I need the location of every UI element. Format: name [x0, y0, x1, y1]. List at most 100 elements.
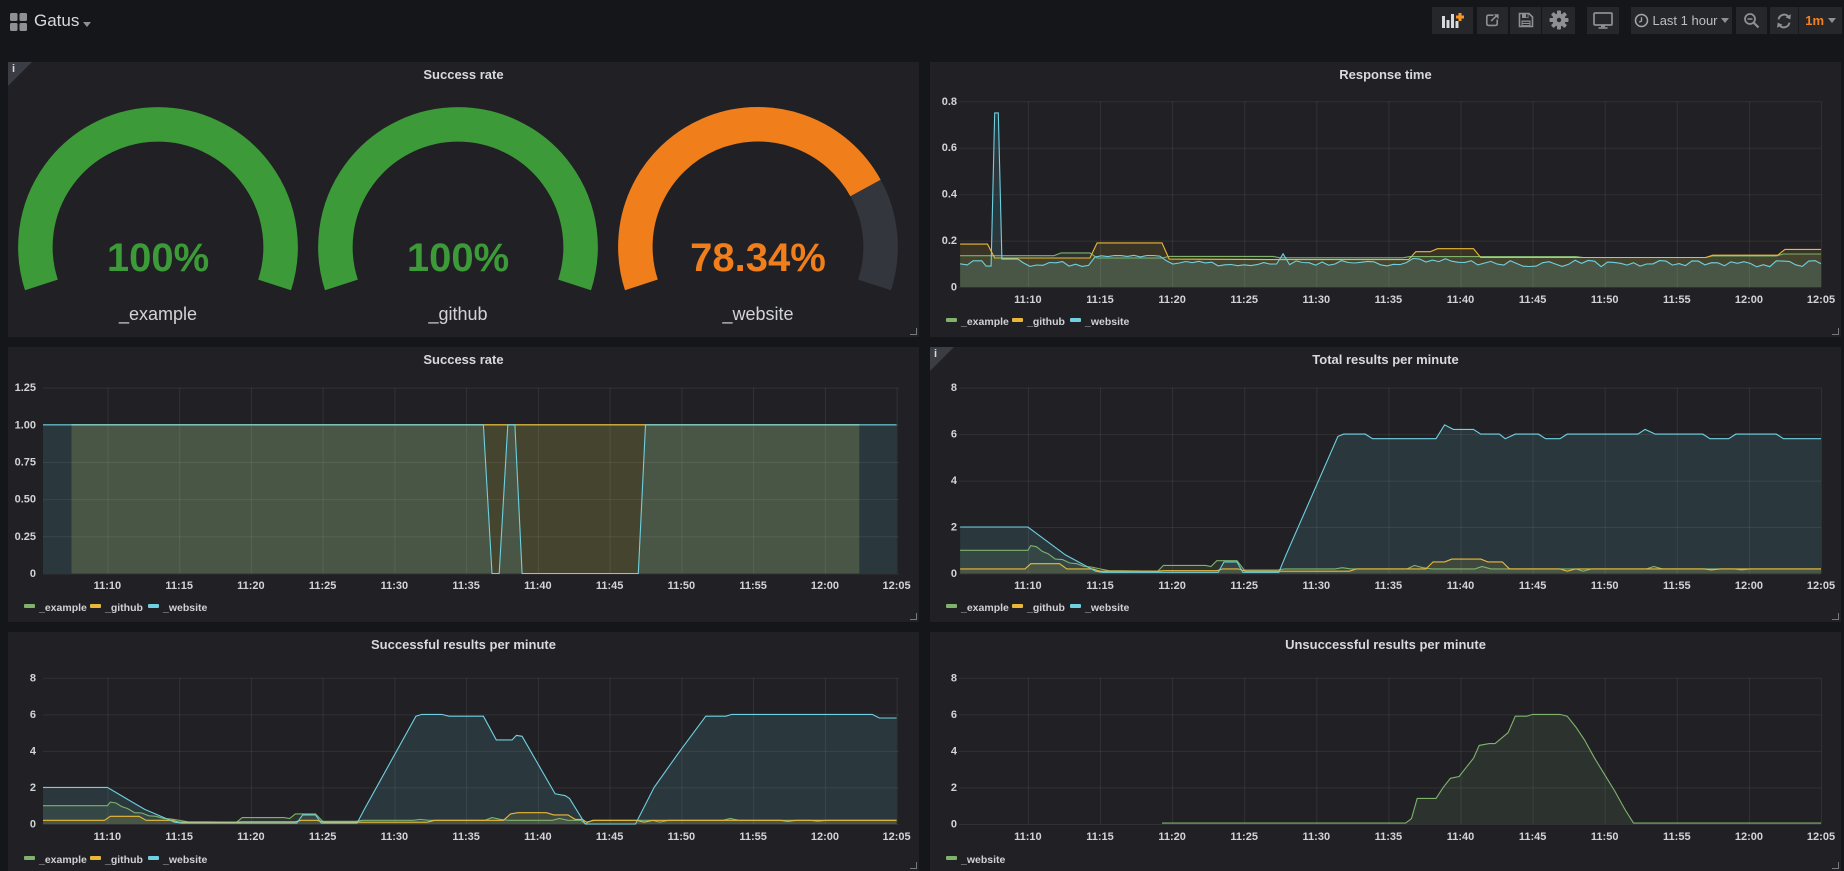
svg-text:11:55: 11:55 [739, 831, 767, 843]
svg-text:11:20: 11:20 [1158, 580, 1186, 592]
svg-text:11:15: 11:15 [1086, 294, 1114, 306]
svg-text:4: 4 [951, 745, 958, 757]
svg-text:78.34%: 78.34% [690, 236, 826, 280]
svg-text:12:05: 12:05 [1807, 831, 1835, 843]
svg-text:11:25: 11:25 [1230, 294, 1258, 306]
svg-text:11:30: 11:30 [1303, 580, 1331, 592]
svg-text:4: 4 [951, 475, 958, 487]
svg-text:2: 2 [951, 782, 957, 794]
svg-text:0.4: 0.4 [942, 189, 958, 201]
svg-text:0.50: 0.50 [15, 494, 36, 506]
svg-text:11:35: 11:35 [1375, 580, 1403, 592]
svg-text:2: 2 [30, 782, 36, 794]
svg-text:1.00: 1.00 [15, 419, 36, 431]
svg-text:_example: _example [38, 602, 87, 614]
svg-text:11:20: 11:20 [237, 831, 265, 843]
svg-text:11:50: 11:50 [668, 831, 696, 843]
svg-text:11:40: 11:40 [1447, 580, 1475, 592]
svg-text:2: 2 [951, 522, 957, 534]
svg-text:8: 8 [951, 672, 957, 684]
svg-text:_website: _website [1084, 602, 1130, 614]
svg-text:8: 8 [30, 672, 36, 684]
svg-text:12:05: 12:05 [883, 580, 911, 592]
svg-text:_github: _github [427, 304, 487, 325]
svg-text:0: 0 [951, 819, 957, 831]
svg-text:11:55: 11:55 [739, 580, 767, 592]
svg-text:11:20: 11:20 [1158, 831, 1186, 843]
svg-text:11:40: 11:40 [524, 831, 552, 843]
svg-text:11:35: 11:35 [1375, 831, 1403, 843]
svg-text:100%: 100% [407, 236, 509, 280]
svg-text:11:15: 11:15 [165, 580, 193, 592]
svg-text:_github: _github [104, 854, 143, 866]
svg-text:_github: _github [1026, 602, 1065, 614]
svg-text:11:15: 11:15 [1086, 580, 1114, 592]
svg-text:11:10: 11:10 [1014, 294, 1042, 306]
svg-text:12:00: 12:00 [811, 831, 839, 843]
svg-text:4: 4 [30, 745, 37, 757]
svg-text:0.2: 0.2 [942, 235, 957, 247]
svg-text:12:00: 12:00 [1735, 580, 1763, 592]
svg-text:_github: _github [104, 602, 143, 614]
svg-text:12:05: 12:05 [883, 831, 911, 843]
svg-text:12:00: 12:00 [1735, 831, 1763, 843]
svg-text:11:55: 11:55 [1663, 831, 1691, 843]
svg-text:11:35: 11:35 [452, 831, 480, 843]
svg-text:_website: _website [960, 854, 1006, 866]
svg-text:11:10: 11:10 [94, 580, 122, 592]
svg-text:11:35: 11:35 [452, 580, 480, 592]
svg-text:12:05: 12:05 [1807, 294, 1835, 306]
svg-text:11:15: 11:15 [1086, 831, 1114, 843]
svg-text:_example: _example [960, 602, 1009, 614]
svg-text:11:15: 11:15 [165, 831, 193, 843]
svg-text:_example: _example [960, 316, 1009, 328]
svg-text:0: 0 [30, 568, 36, 580]
svg-text:0.8: 0.8 [942, 96, 957, 108]
svg-text:11:30: 11:30 [1303, 831, 1331, 843]
svg-text:11:10: 11:10 [94, 831, 122, 843]
svg-text:0.25: 0.25 [15, 531, 36, 543]
svg-text:11:45: 11:45 [596, 831, 624, 843]
svg-text:11:10: 11:10 [1014, 831, 1042, 843]
svg-text:11:55: 11:55 [1663, 294, 1691, 306]
svg-text:11:40: 11:40 [524, 580, 552, 592]
svg-text:11:20: 11:20 [237, 580, 265, 592]
svg-text:11:10: 11:10 [1014, 580, 1042, 592]
svg-text:_github: _github [1026, 316, 1065, 328]
svg-text:11:30: 11:30 [381, 580, 409, 592]
svg-text:11:25: 11:25 [309, 580, 337, 592]
svg-text:8: 8 [951, 382, 957, 394]
svg-text:11:40: 11:40 [1447, 294, 1475, 306]
svg-text:0.6: 0.6 [942, 142, 957, 154]
svg-text:0.75: 0.75 [15, 457, 36, 469]
svg-text:12:00: 12:00 [1735, 294, 1763, 306]
svg-text:11:25: 11:25 [1230, 580, 1258, 592]
svg-text:0: 0 [951, 568, 957, 580]
svg-text:6: 6 [30, 709, 36, 721]
svg-text:11:25: 11:25 [309, 831, 337, 843]
svg-text:11:30: 11:30 [381, 831, 409, 843]
svg-text:_website: _website [1084, 316, 1130, 328]
svg-text:_website: _website [162, 854, 208, 866]
svg-text:1.25: 1.25 [15, 382, 36, 394]
svg-text:11:30: 11:30 [1303, 294, 1331, 306]
svg-text:11:45: 11:45 [596, 580, 624, 592]
svg-text:11:50: 11:50 [1591, 831, 1619, 843]
svg-text:0: 0 [951, 282, 957, 294]
svg-text:11:45: 11:45 [1519, 580, 1547, 592]
svg-text:11:50: 11:50 [1591, 580, 1619, 592]
svg-text:_website: _website [162, 602, 208, 614]
svg-text:11:55: 11:55 [1663, 580, 1691, 592]
svg-text:6: 6 [951, 709, 957, 721]
svg-text:11:20: 11:20 [1158, 294, 1186, 306]
svg-text:11:25: 11:25 [1230, 831, 1258, 843]
svg-text:12:00: 12:00 [811, 580, 839, 592]
svg-text:11:45: 11:45 [1519, 294, 1547, 306]
svg-text:11:35: 11:35 [1375, 294, 1403, 306]
svg-text:11:40: 11:40 [1447, 831, 1475, 843]
svg-text:_example: _example [38, 854, 87, 866]
svg-text:_example: _example [118, 304, 197, 325]
svg-text:12:05: 12:05 [1807, 580, 1835, 592]
svg-text:11:50: 11:50 [668, 580, 696, 592]
svg-text:100%: 100% [107, 236, 209, 280]
